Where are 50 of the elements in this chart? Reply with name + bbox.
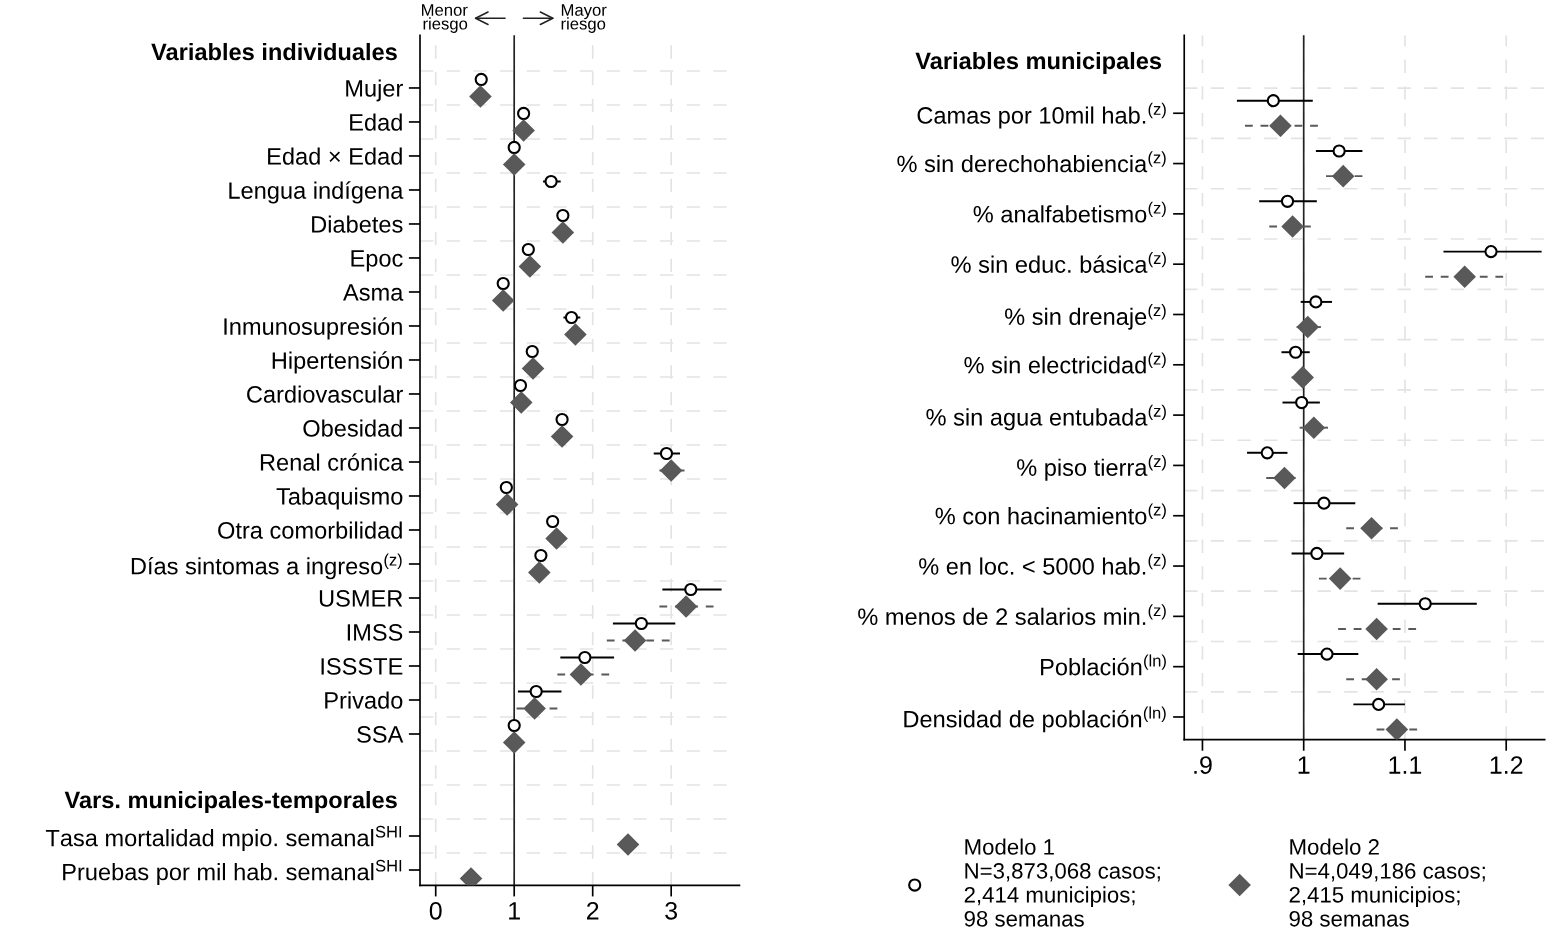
x-tick-label: 1.1: [1389, 756, 1422, 774]
y-tick-label: Tabaquismo: [276, 487, 403, 510]
x-tick-label: 1: [509, 902, 520, 920]
y-tick-label: SSA: [357, 726, 404, 743]
y-tick-label: Edad × Edad: [268, 147, 402, 165]
y-tick-label: Edad: [350, 113, 402, 131]
y-tick-label: Días sintomas a ingreso$^{(z)}$: [131, 553, 402, 580]
x-tick-label: 2: [587, 901, 599, 920]
x-tick-label: 1.2: [1490, 756, 1523, 774]
y-tick-label: Camas por 10mil hab.$^{(z)}$: [917, 102, 1166, 129]
y-tick-label: Cardiovascular: [247, 385, 403, 403]
y-tick-label: % sin drenaje$^{(z)}$: [1005, 304, 1166, 330]
y-tick-label: IMSS: [347, 624, 403, 641]
y-tick-label: % piso tierra$^{(z)}$: [1017, 455, 1166, 481]
text: Variables municipales: [915, 51, 1162, 74]
y-tick-label: Población$^{(ln)}$: [1041, 654, 1166, 676]
y-tick-label: Renal crónica: [260, 453, 404, 471]
y-tick-label: Inmunosupresión: [224, 317, 402, 340]
y-tick-label: ISSSTE: [321, 658, 403, 675]
y-tick-label: % sin electricidad$^{(z)}$: [964, 352, 1166, 374]
y-tick-label: Privado: [325, 691, 403, 709]
x-tick-label: 1: [1298, 756, 1310, 774]
y-tick-label: % sin educ. básica$^{(z)}$: [951, 251, 1166, 273]
y-tick-label: Diabetes: [312, 215, 403, 233]
legend-label: Modelo 2 N=4,049,186 casos; 2,415 municipios; 98 semanas: [1289, 838, 1485, 927]
x-tick-label: 0: [429, 901, 442, 920]
text: Vars. municipales-temporales: [64, 791, 397, 814]
text: Variables individuales: [151, 42, 397, 61]
y-tick-label: Hipertensión: [272, 351, 402, 374]
x-tick-label: 3: [665, 901, 678, 920]
y-tick-label: Mujer: [346, 79, 403, 102]
y-tick-label: USMER: [319, 590, 403, 607]
y-tick-label: Obesidad: [303, 419, 402, 437]
y-tick-label: % sin agua entubada$^{(z)}$: [926, 404, 1166, 431]
text: Mayor riesgo: [561, 4, 607, 33]
y-tick-label: Asma: [343, 284, 404, 301]
y-tick-label: Densidad de población$^{(ln)}$: [904, 706, 1166, 733]
legend-label: Modelo 1 N=3,873,068 casos; 2,414 municipios; 98 semanas: [964, 838, 1160, 927]
y-tick-label: % analfabetismo$^{(z)}$: [973, 201, 1166, 223]
y-tick-label: % sin derechohabiencia$^{(z)}$: [897, 151, 1166, 173]
y-tick-label: Epoc: [351, 250, 403, 272]
text: Menor riesgo: [422, 4, 468, 33]
y-tick-label: % en loc. < 5000 hab.$^{(z)}$: [919, 553, 1166, 575]
y-tick-label: % menos de 2 salarios min.$^{(z)}$: [858, 604, 1166, 626]
y-tick-label: Otra comorbilidad: [218, 521, 402, 539]
y-tick-label: Pruebas por mil hab. semanal$^{SHI}$: [63, 859, 402, 886]
y-tick-label: % con hacinamiento$^{(z)}$: [935, 503, 1166, 525]
x-tick-label: .9: [1194, 756, 1212, 774]
y-tick-label: Lengua indígena: [229, 181, 404, 204]
y-tick-label: Tasa mortalidad mpio. semanal$^{SHI}$: [45, 825, 402, 852]
